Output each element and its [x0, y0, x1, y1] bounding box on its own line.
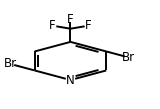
Text: Br: Br	[4, 57, 17, 70]
Text: F: F	[67, 13, 74, 26]
Text: F: F	[49, 19, 56, 32]
Text: Br: Br	[122, 51, 135, 64]
Text: F: F	[85, 19, 92, 32]
Text: N: N	[66, 73, 75, 87]
